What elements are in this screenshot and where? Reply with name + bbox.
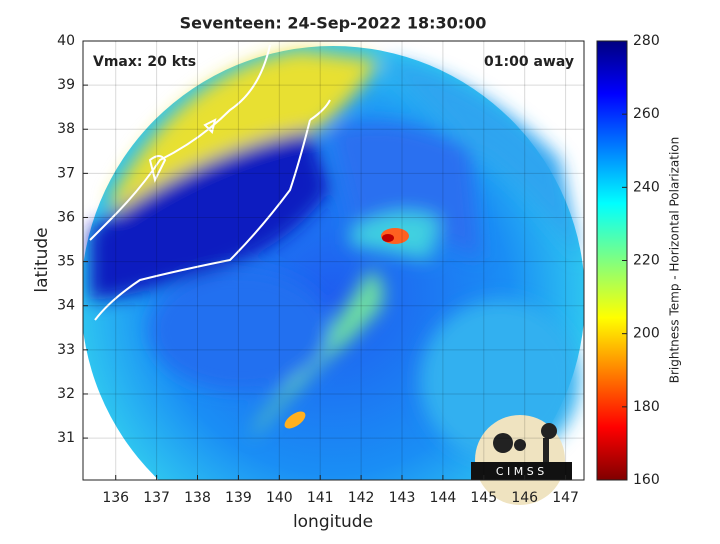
chart-title: Seventeen: 24-Sep-2022 18:30:00	[180, 14, 487, 33]
annotation: 01:00 away	[484, 54, 574, 70]
logo-text: C I M S S	[496, 465, 544, 478]
y-tick-label: 35	[57, 254, 75, 270]
y-tick-label: 31	[57, 430, 75, 446]
x-tick-label: 139	[225, 490, 252, 506]
x-tick-label: 146	[511, 490, 538, 506]
colorbar-tick-label: 280	[633, 33, 660, 49]
x-tick-label: 145	[470, 490, 497, 506]
colorbar-tick-label: 240	[633, 179, 660, 195]
x-tick-label: 138	[184, 490, 211, 506]
y-axis-label: latitude	[32, 227, 52, 292]
colorbar-tick-label: 180	[633, 399, 660, 415]
x-tick-label: 140	[266, 490, 293, 506]
colorbar-label: Brightness Temp - Horizontal Polarizatio…	[668, 137, 682, 384]
logo: C I M S S	[471, 415, 572, 505]
x-tick-label: 144	[430, 490, 457, 506]
colorbar-tick-label: 260	[633, 106, 660, 122]
x-tick-label: 137	[143, 490, 170, 506]
colorbar-tick-label: 160	[633, 472, 660, 488]
y-tick-label: 33	[57, 342, 75, 358]
colorbar-tick-label: 200	[633, 326, 660, 342]
y-tick-label: 40	[57, 33, 75, 49]
colorbar-tick-label: 220	[633, 253, 660, 269]
y-tick-label: 36	[57, 209, 75, 225]
x-tick-label: 142	[348, 490, 375, 506]
x-tick-label: 147	[552, 490, 579, 506]
y-tick-label: 38	[57, 121, 75, 137]
x-tick-label: 136	[102, 490, 129, 506]
y-tick-label: 34	[57, 298, 75, 314]
y-tick-label: 37	[57, 165, 75, 181]
x-tick-label: 143	[389, 490, 416, 506]
satellite-image	[83, 41, 584, 480]
y-tick-label: 32	[57, 386, 75, 402]
x-tick-label: 141	[307, 490, 334, 506]
x-axis-label: longitude	[293, 512, 373, 532]
annotation: Vmax: 20 kts	[93, 54, 196, 70]
plot-frame	[82, 40, 585, 481]
y-tick-label: 39	[57, 77, 75, 93]
